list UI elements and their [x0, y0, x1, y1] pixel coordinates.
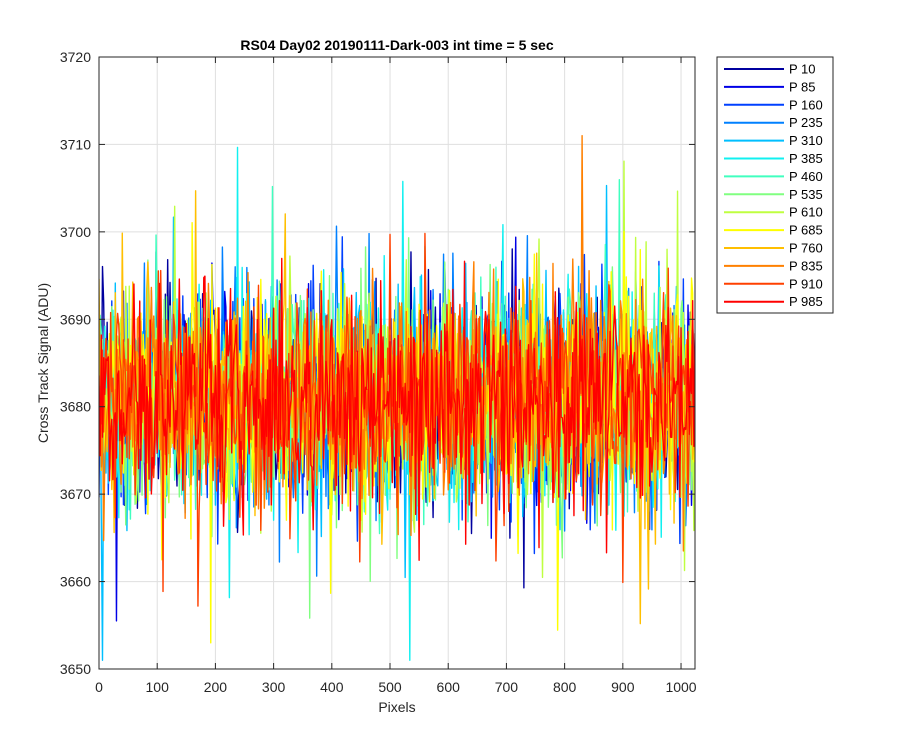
legend-entry: P 460	[789, 169, 823, 184]
y-tick-label: 3650	[60, 661, 91, 677]
x-tick-label: 700	[495, 679, 519, 695]
series-line-p-910	[99, 232, 695, 607]
legend-entry: P 160	[789, 97, 823, 112]
legend-entry: P 10	[789, 62, 816, 77]
legend-box	[716, 56, 834, 314]
y-tick-label: 3670	[60, 486, 91, 502]
x-tick-label: 800	[553, 679, 577, 695]
x-tick-label: 1000	[665, 679, 696, 695]
legend-entry: P 910	[789, 276, 823, 291]
x-tick-label: 200	[204, 679, 228, 695]
legend-entry: P 235	[789, 115, 823, 130]
x-tick-label: 600	[437, 679, 461, 695]
x-tick-label: 500	[378, 679, 402, 695]
series-line-p-985	[99, 257, 695, 561]
legend: P 10 P 85 P 160 P 235 P 310 P 385 P 460 P 535 P …	[716, 56, 834, 314]
x-axis-label: Pixels	[378, 699, 415, 715]
y-tick-label: 3710	[60, 136, 91, 152]
legend-entry: P 835	[789, 258, 823, 273]
y-tick-label: 3690	[60, 311, 91, 327]
y-tick-label: 3680	[60, 399, 91, 415]
legend-entry: P 760	[789, 241, 823, 256]
x-tick-label: 100	[146, 679, 170, 695]
legend-entry: P 85	[789, 79, 816, 94]
legend-entry: P 985	[789, 294, 823, 309]
x-tick-label: 0	[95, 679, 103, 695]
y-tick-label: 3720	[60, 49, 91, 65]
legend-entry: P 385	[789, 151, 823, 166]
legend-entry: P 685	[789, 223, 823, 238]
y-axis-ticks: 3650 3660 3670 3680 3690 3700 3710 3720	[60, 49, 695, 677]
y-axis-label: Cross Track Signal (ADU)	[35, 283, 51, 443]
plot-area-frame	[98, 56, 696, 670]
chart-title: RS04 Day02 20190111-Dark-003 int time = …	[240, 37, 553, 53]
x-axis-ticks: 0 100 200 300 400 500 600 700 800 900 1000	[95, 57, 697, 695]
x-tick-label: 900	[611, 679, 635, 695]
x-tick-label: 300	[262, 679, 286, 695]
x-tick-label: 400	[320, 679, 344, 695]
series-lines	[99, 134, 695, 661]
legend-entry: P 535	[789, 187, 823, 202]
y-tick-label: 3700	[60, 224, 91, 240]
legend-entry: P 310	[789, 133, 823, 148]
legend-entry: P 610	[789, 205, 823, 220]
y-tick-label: 3660	[60, 574, 91, 590]
